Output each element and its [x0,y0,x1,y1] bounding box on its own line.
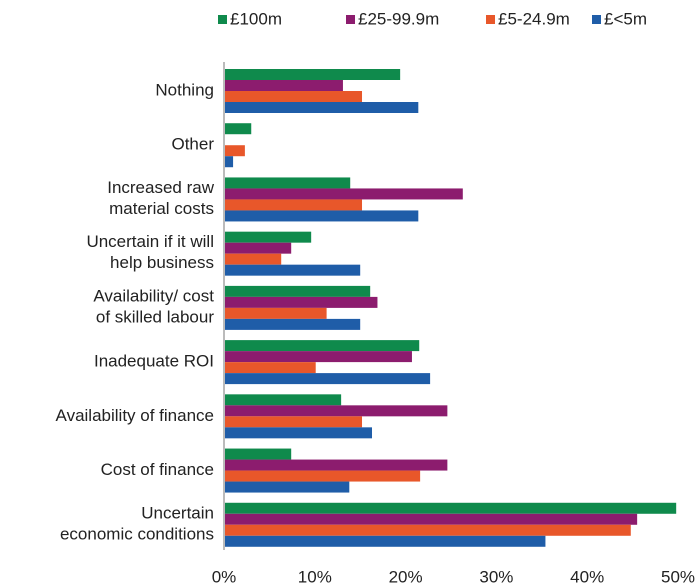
x-tick-label: 30% [479,567,513,586]
bar [224,362,316,374]
legend-swatch [218,15,227,24]
bar [224,481,350,493]
bar [224,307,327,319]
bar [224,231,312,243]
legend-swatch [346,15,355,24]
bar [224,69,401,80]
bar [224,394,342,406]
legend-label: £<5m [604,9,647,28]
legend-label: £25-99.9m [358,9,439,28]
bar [224,448,292,460]
bar [224,524,631,536]
bar [224,253,282,265]
legend-label: £100m [230,9,282,28]
y-tick-label: Inadequate ROI [94,352,214,371]
y-tick-label: Other [171,135,214,154]
bar [224,405,448,417]
x-tick-label: 20% [389,567,423,586]
bar [224,102,419,113]
bar [224,156,234,168]
x-tick-label: 0% [212,567,237,586]
bar [224,416,363,428]
bar [224,264,361,276]
bar [224,502,677,514]
bar [224,177,351,189]
bar [224,123,252,135]
legend-swatch [486,15,495,24]
bar [224,373,431,385]
bar [224,427,373,439]
x-tick-label: 50% [661,567,695,586]
bar [224,470,421,482]
bar [224,210,419,222]
bar [224,80,343,91]
bar [224,91,363,102]
y-tick-label: Uncertain if it will help business [86,233,214,273]
y-tick-label: Availability/ cost of skilled labour [93,287,214,327]
bar [224,340,420,352]
bar [224,188,463,200]
bar [224,145,245,157]
bar [224,242,292,254]
legend-swatch [592,15,601,24]
bar [224,535,546,547]
y-tick-label: Nothing [155,80,214,99]
y-tick-label: Increased raw material costs [107,178,214,218]
y-tick-label: Cost of finance [101,460,214,479]
bar [224,199,363,211]
bar [224,459,448,471]
x-tick-label: 40% [570,567,604,586]
bar [224,351,412,363]
bar [224,318,361,330]
bar [224,285,371,297]
y-tick-label: Uncertain economic conditions [60,504,214,544]
legend-label: £5-24.9m [498,9,570,28]
x-tick-label: 10% [298,567,332,586]
bar [224,513,638,525]
bar [224,296,378,308]
y-tick-label: Availability of finance [56,406,214,425]
